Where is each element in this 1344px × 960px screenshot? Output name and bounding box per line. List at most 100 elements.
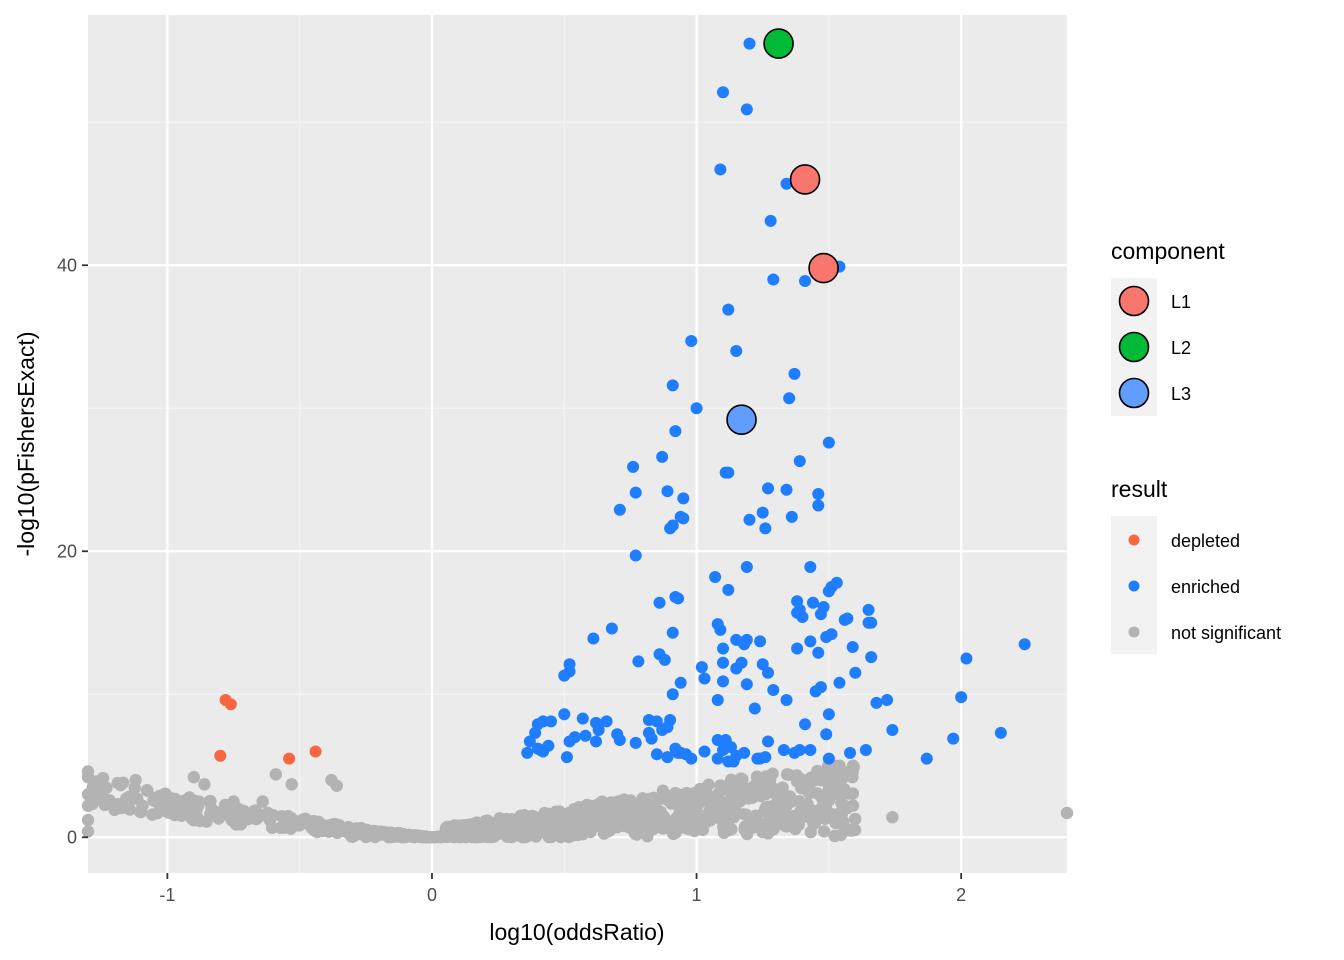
point-not-significant	[814, 773, 828, 787]
point-not-significant	[81, 813, 95, 827]
point-not-significant	[705, 812, 719, 826]
point-not-significant	[726, 791, 739, 804]
point-enriched	[656, 450, 669, 463]
point-not-significant	[174, 795, 187, 808]
point-not-significant	[643, 820, 657, 833]
point-enriched	[994, 726, 1007, 739]
point-enriched	[650, 748, 663, 761]
point-enriched	[714, 163, 727, 176]
point-not-significant	[190, 803, 203, 817]
point-enriched	[666, 626, 679, 639]
point-not-significant	[269, 768, 283, 781]
point-not-significant	[396, 831, 409, 844]
point-enriched	[1018, 638, 1031, 651]
point-enriched	[642, 713, 655, 726]
point-enriched	[886, 724, 899, 736]
point-enriched	[748, 702, 761, 715]
point-enriched	[743, 513, 756, 526]
point-not-significant	[721, 812, 734, 825]
y-axis-title: -log10(pFishersExact)	[13, 332, 39, 557]
point-enriched	[849, 666, 862, 679]
point-component	[789, 164, 821, 195]
point-enriched	[523, 735, 536, 748]
point-depleted	[224, 698, 237, 711]
point-not-significant	[752, 777, 766, 790]
point-enriched	[685, 335, 698, 348]
point-not-significant	[622, 819, 635, 832]
point-enriched	[804, 635, 817, 648]
point-not-significant	[734, 772, 748, 785]
point-enriched	[859, 744, 872, 757]
point-enriched	[579, 729, 592, 742]
legend-result-title: result	[1111, 476, 1168, 502]
point-enriched	[759, 522, 772, 535]
point-enriched	[661, 485, 674, 498]
point-enriched	[793, 455, 806, 468]
point-enriched	[568, 731, 581, 744]
point-enriched	[820, 728, 833, 741]
point-enriched	[658, 653, 671, 666]
point-not-significant	[849, 812, 862, 826]
point-enriched	[629, 736, 642, 749]
legend-component: component L1 L2 L3	[1111, 238, 1225, 416]
point-not-significant	[298, 812, 311, 826]
point-enriched	[762, 482, 775, 495]
point-not-significant	[670, 796, 683, 809]
point-enriched	[698, 745, 711, 758]
point-enriched	[590, 735, 603, 748]
point-component	[726, 404, 757, 435]
point-enriched	[537, 745, 550, 758]
point-enriched	[714, 623, 727, 636]
point-not-significant	[492, 817, 505, 830]
point-enriched	[812, 646, 825, 659]
point-enriched	[740, 678, 753, 691]
point-not-significant	[841, 766, 854, 780]
point-not-significant	[215, 808, 228, 821]
point-not-significant	[315, 821, 328, 835]
point-enriched	[820, 631, 833, 644]
point-enriched	[529, 726, 542, 739]
point-not-significant	[834, 775, 847, 788]
point-not-significant	[81, 825, 95, 838]
point-enriched	[920, 752, 933, 765]
point-not-significant	[244, 808, 258, 822]
point-not-significant	[682, 787, 696, 800]
point-not-significant	[886, 811, 899, 824]
point-enriched	[717, 86, 730, 99]
point-enriched	[844, 746, 857, 759]
point-not-significant	[100, 781, 113, 795]
point-enriched	[560, 751, 573, 764]
point-enriched	[717, 675, 730, 688]
point-enriched	[722, 583, 735, 596]
point-not-significant	[790, 775, 804, 788]
point-not-significant	[470, 825, 484, 838]
legend-label-L3: L3	[1171, 384, 1191, 404]
point-not-significant	[660, 816, 674, 830]
point-not-significant	[116, 776, 130, 790]
point-enriched	[759, 751, 772, 764]
point-not-significant	[1060, 806, 1074, 820]
point-not-significant	[385, 826, 398, 839]
point-enriched	[862, 603, 875, 616]
point-not-significant	[812, 804, 825, 817]
point-not-significant	[691, 817, 705, 830]
legend-label-L1: L1	[1171, 292, 1191, 312]
point-not-significant	[349, 822, 362, 836]
point-not-significant	[766, 767, 779, 780]
point-enriched	[698, 672, 711, 685]
point-not-significant	[654, 805, 668, 819]
legend-key-L3	[1118, 377, 1150, 409]
point-enriched	[611, 728, 624, 741]
point-not-significant	[81, 799, 95, 812]
point-enriched	[865, 651, 878, 664]
point-not-significant	[838, 786, 851, 800]
point-enriched	[822, 708, 835, 721]
point-enriched	[806, 596, 819, 609]
point-not-significant	[599, 814, 612, 828]
point-enriched	[669, 425, 682, 438]
point-not-significant	[81, 770, 95, 784]
point-not-significant	[833, 806, 846, 820]
point-not-significant	[331, 826, 344, 840]
point-enriched	[592, 724, 605, 736]
